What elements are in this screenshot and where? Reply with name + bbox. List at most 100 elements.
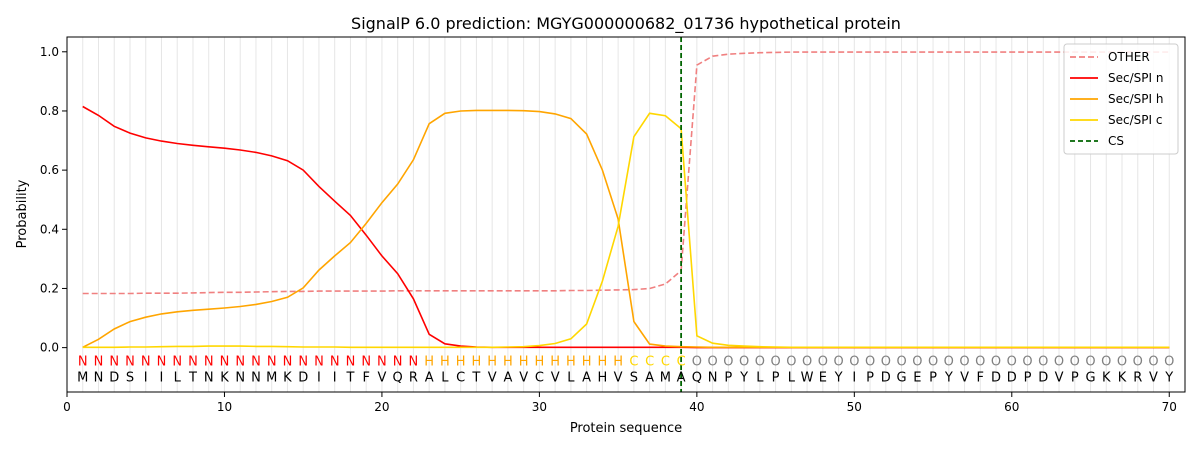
region-label: N xyxy=(125,355,135,370)
region-label: O xyxy=(1085,355,1095,370)
region-label: O xyxy=(1022,355,1032,370)
residue-label: L xyxy=(567,371,575,386)
region-label: N xyxy=(204,355,214,370)
region-label: O xyxy=(1038,355,1048,370)
residue-label: L xyxy=(788,371,796,386)
residue-label: A xyxy=(677,371,686,386)
residue-label: V xyxy=(614,371,623,386)
region-label: N xyxy=(393,355,403,370)
residue-label: R xyxy=(409,371,418,386)
region-label: O xyxy=(896,355,906,370)
region-label: N xyxy=(141,355,151,370)
residue-label: G xyxy=(897,371,907,386)
residue-label: E xyxy=(819,371,827,386)
region-label: O xyxy=(991,355,1001,370)
residue-label: S xyxy=(630,371,638,386)
region-label: O xyxy=(1117,355,1127,370)
residue-label: N xyxy=(94,371,104,386)
residue-label: M xyxy=(77,371,88,386)
residue-label: V xyxy=(519,371,528,386)
region-label: H xyxy=(613,355,623,370)
x-tick-label: 0 xyxy=(63,400,71,414)
x-tick-label: 40 xyxy=(689,400,704,414)
residue-label: V xyxy=(1055,371,1064,386)
residue-label: V xyxy=(551,371,560,386)
region-label: H xyxy=(440,355,450,370)
region-label: H xyxy=(456,355,466,370)
x-tick-label: 70 xyxy=(1162,400,1177,414)
legend: OTHER Sec/SPI n Sec/SPI h Sec/SPI c CS xyxy=(1063,43,1179,155)
region-label: N xyxy=(377,355,387,370)
residue-label: F xyxy=(362,371,369,386)
residue-label: K xyxy=(283,371,292,386)
residue-label: A xyxy=(503,371,512,386)
residue-label: C xyxy=(456,371,465,386)
residue-label: L xyxy=(174,371,182,386)
x-tick-label: 20 xyxy=(374,400,389,414)
residue-label: Y xyxy=(739,371,748,386)
region-label: N xyxy=(361,355,371,370)
series-line-sec-spi-n xyxy=(82,105,1170,349)
region-label: O xyxy=(975,355,985,370)
residue-label: L xyxy=(756,371,764,386)
y-axis-ticks: 0.0 0.2 0.4 0.6 0.8 1.0 xyxy=(40,45,67,355)
x-tick-label: 50 xyxy=(847,400,862,414)
residue-label: K xyxy=(1102,371,1111,386)
series-line-other xyxy=(82,51,1170,295)
x-axis-ticks: 0 10 20 30 40 50 60 70 xyxy=(63,392,1177,414)
residue-label: A xyxy=(582,371,591,386)
residue-label: V xyxy=(960,371,969,386)
region-label: H xyxy=(424,355,434,370)
region-label: H xyxy=(472,355,482,370)
legend-label: Sec/SPI h xyxy=(1108,92,1163,106)
residue-label: K xyxy=(1118,371,1127,386)
region-label: H xyxy=(535,355,545,370)
region-label: O xyxy=(1101,355,1111,370)
region-label: N xyxy=(298,355,308,370)
region-label: C xyxy=(661,355,670,370)
series-line-sec-spi-h xyxy=(82,109,1170,349)
region-label: N xyxy=(251,355,261,370)
residue-label: F xyxy=(977,371,984,386)
x-tick-label: 30 xyxy=(532,400,547,414)
residue-label: T xyxy=(471,371,480,386)
region-label: H xyxy=(582,355,592,370)
region-label: C xyxy=(677,355,686,370)
residue-label: I xyxy=(852,371,856,386)
region-label: N xyxy=(409,355,419,370)
residue-label: S xyxy=(126,371,134,386)
residue-label: P xyxy=(724,371,732,386)
region-label: O xyxy=(1164,355,1174,370)
region-label: H xyxy=(597,355,607,370)
residue-label: H xyxy=(597,371,607,386)
residue-label: A xyxy=(425,371,434,386)
residue-label: W xyxy=(801,371,814,386)
region-label: H xyxy=(487,355,497,370)
y-tick-label: 0.8 xyxy=(40,104,59,118)
y-axis-label: Probability xyxy=(15,179,30,248)
residue-label: N xyxy=(235,371,245,386)
residue-label: M xyxy=(660,371,671,386)
residue-label: E xyxy=(913,371,921,386)
region-label: O xyxy=(912,355,922,370)
region-label: O xyxy=(865,355,875,370)
region-label: O xyxy=(739,355,749,370)
residue-label: D xyxy=(1038,371,1048,386)
residue-label: P xyxy=(772,371,780,386)
residue-label: C xyxy=(535,371,544,386)
region-label: N xyxy=(188,355,198,370)
plot-frame xyxy=(66,36,1186,393)
residue-label: I xyxy=(160,371,164,386)
residue-label: P xyxy=(1024,371,1032,386)
residue-label: L xyxy=(441,371,449,386)
region-label: O xyxy=(944,355,954,370)
residue-label: N xyxy=(251,371,261,386)
residue-label: M xyxy=(266,371,277,386)
region-label: C xyxy=(645,355,654,370)
residue-label: D xyxy=(991,371,1001,386)
region-label: O xyxy=(1007,355,1017,370)
region-label: O xyxy=(786,355,796,370)
region-label: H xyxy=(503,355,513,370)
region-label: O xyxy=(1133,355,1143,370)
